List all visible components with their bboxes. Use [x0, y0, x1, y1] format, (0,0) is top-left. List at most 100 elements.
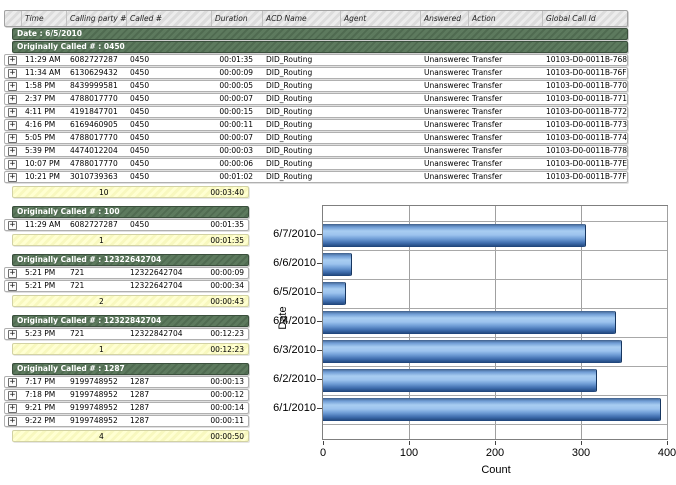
- expand-row-button[interactable]: +: [8, 268, 17, 278]
- expand-row-button[interactable]: +: [8, 133, 17, 143]
- cell-calling-party: 9199748952: [70, 416, 118, 425]
- x-tick-label-200: 200: [485, 447, 505, 459]
- cell-duration: 00:00:07: [219, 94, 253, 103]
- y-tick-label-6-7-2010: 6/7/2010: [273, 228, 316, 240]
- expand-row-button[interactable]: +: [8, 377, 17, 387]
- cell-action: Transfer: [472, 94, 503, 103]
- group-summary-row: 1 00:01:35: [12, 234, 249, 246]
- gridline-y-band: [323, 366, 667, 367]
- gridline-y-band: [323, 308, 667, 309]
- expand-cell: +: [5, 159, 22, 169]
- expand-row-button[interactable]: +: [8, 281, 17, 291]
- cell-time: 2:37 PM: [25, 94, 56, 103]
- expand-cell: +: [5, 403, 22, 413]
- expand-row-button[interactable]: +: [8, 390, 17, 400]
- gridline-y-band: [323, 395, 667, 396]
- cell-called: 0450: [130, 146, 150, 155]
- cell-calling-party: 6082727287: [70, 55, 118, 64]
- bar-6-7-2010: [323, 224, 585, 247]
- call-row: +11:34 AM 6130629432 0450 00:00:09 DID_Routi…: [4, 67, 628, 79]
- x-tick-mark: [495, 441, 496, 445]
- cell-acd-name: DID_Routing: [266, 68, 313, 77]
- cell-time: 1:58 PM: [25, 81, 56, 90]
- expand-row-button[interactable]: +: [8, 55, 17, 65]
- expand-cell: +: [5, 68, 22, 78]
- cell-action: Transfer: [472, 55, 503, 64]
- cell-calling-party: 9199748952: [70, 377, 118, 386]
- summary-duration: 00:03:40: [210, 187, 244, 197]
- group-section-originally-called-1287: Originally Called # : 1287 +7:17 PM 919974…: [4, 363, 628, 442]
- gridline-x-400: [667, 206, 668, 439]
- cell-global-call-id: 10103-D0-0011B-770: [546, 81, 627, 90]
- column-header-time: Time: [22, 11, 67, 26]
- cell-calling-party: 6169460905: [70, 120, 118, 129]
- cell-time: 5:23 PM: [25, 329, 56, 338]
- cell-time: 4:16 PM: [25, 120, 56, 129]
- cell-duration: 00:00:07: [219, 133, 253, 142]
- group-summary-row: 4 00:00:50: [12, 430, 249, 442]
- cell-time: 11:29 AM: [25, 55, 61, 64]
- summary-count: 4: [99, 431, 104, 441]
- cell-called: 0450: [130, 120, 150, 129]
- cell-duration: 00:00:06: [219, 159, 253, 168]
- call-row: +10:21 PM 3010739363 0450 00:01:02 DID_Routi…: [4, 171, 628, 183]
- x-tick-mark: [581, 441, 582, 445]
- cell-global-call-id: 10103-D0-0011B-771: [546, 94, 627, 103]
- expand-cell: +: [5, 81, 22, 91]
- expand-row-button[interactable]: +: [8, 120, 17, 130]
- group-section-originally-called-100: Originally Called # : 100 +11:29 AM 608272…: [4, 206, 628, 246]
- call-detail-report: Time Calling party # Called # Duration ACD N…: [4, 10, 628, 442]
- call-row: +2:37 PM 4788017770 0450 00:00:07 DID_Routin…: [4, 93, 628, 105]
- report-sections: Date : 6/5/2010 Originally Called # : 045…: [4, 28, 628, 442]
- y-tick-label-6-2-2010: 6/2/2010: [273, 373, 316, 385]
- cell-answered: Unanswered: [424, 107, 469, 116]
- cell-global-call-id: 10103-D0-0011B-772: [546, 107, 627, 116]
- summary-duration: 00:00:50: [210, 431, 244, 441]
- cell-calling-party: 9199748952: [70, 390, 118, 399]
- expand-row-button[interactable]: +: [8, 68, 17, 78]
- group-section-originally-called-12322842704: Originally Called # : 12322842704 +5:23 P…: [4, 315, 628, 355]
- bar-6-3-2010: [323, 340, 621, 363]
- cell-duration: 00:00:05: [219, 81, 253, 90]
- cell-duration: 00:00:14: [210, 403, 244, 412]
- cell-called: 1287: [130, 403, 150, 412]
- expand-row-button[interactable]: +: [8, 107, 17, 117]
- x-tick-mark: [667, 441, 668, 445]
- y-tick-label-6-6-2010: 6/6/2010: [273, 257, 316, 269]
- cell-called: 0450: [130, 172, 150, 181]
- table-header-row: Time Calling party # Called # Duration ACD N…: [4, 10, 628, 27]
- expand-cell: +: [5, 146, 22, 156]
- expand-row-button[interactable]: +: [8, 403, 17, 413]
- called-group-header: Originally Called # : 100: [12, 206, 249, 218]
- group-summary-row: 2 00:00:43: [12, 295, 249, 307]
- cell-acd-name: DID_Routing: [266, 159, 313, 168]
- expand-row-button[interactable]: +: [8, 220, 17, 230]
- expand-row-button[interactable]: +: [8, 159, 17, 169]
- y-tick-label-6-5-2010: 6/5/2010: [273, 286, 316, 298]
- summary-count: 1: [99, 344, 104, 354]
- expand-row-button[interactable]: +: [8, 81, 17, 91]
- expand-row-button[interactable]: +: [8, 94, 17, 104]
- cell-action: Transfer: [472, 133, 503, 142]
- date-group-header: Date : 6/5/2010: [12, 28, 628, 40]
- call-row: +4:11 PM 4191847701 0450 00:00:15 DID_Routin…: [4, 106, 628, 118]
- cell-duration: 00:00:09: [210, 268, 244, 277]
- cell-acd-name: DID_Routing: [266, 172, 313, 181]
- cell-action: Transfer: [472, 81, 503, 90]
- expand-cell: +: [5, 172, 22, 182]
- expand-row-button[interactable]: +: [8, 172, 17, 182]
- cell-answered: Unanswered: [424, 146, 469, 155]
- cell-calling-party: 721: [70, 268, 85, 277]
- gridline-y-band: [323, 424, 667, 425]
- y-tick-mark: [317, 263, 322, 264]
- expand-row-button[interactable]: +: [8, 416, 17, 426]
- y-tick-mark: [317, 379, 322, 380]
- cell-time: 9:22 PM: [25, 416, 56, 425]
- expand-row-button[interactable]: +: [8, 329, 17, 339]
- cell-duration: 00:00:11: [210, 416, 244, 425]
- cell-global-call-id: 10103-D0-0011B-774: [546, 133, 627, 142]
- cell-called: 1287: [130, 390, 150, 399]
- column-header-calling-party: Calling party #: [67, 11, 127, 26]
- cell-duration: 00:01:02: [219, 172, 253, 181]
- expand-row-button[interactable]: +: [8, 146, 17, 156]
